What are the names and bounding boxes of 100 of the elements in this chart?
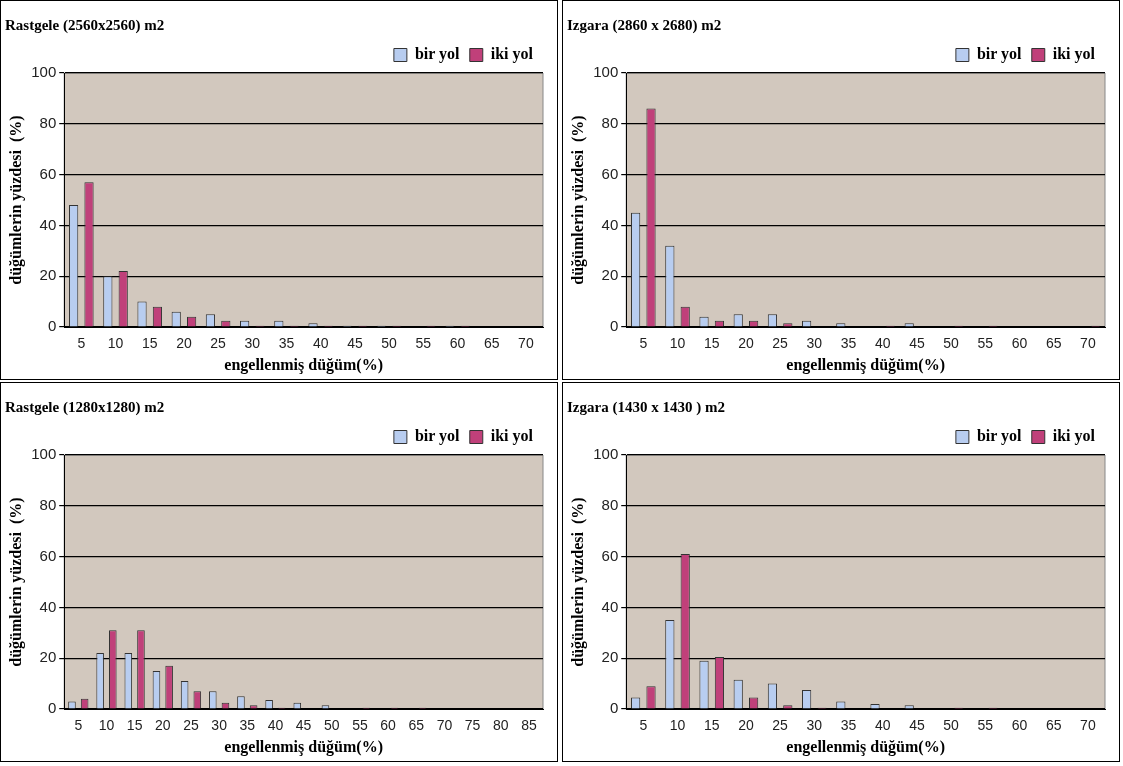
y-tick-label: 0 <box>47 317 57 335</box>
x-axis-title: engellenmiş düğüm(%) <box>786 355 945 374</box>
x-tick-label: 15 <box>126 717 143 734</box>
x-tick-label: 60 <box>449 335 466 352</box>
x-tick-label: 65 <box>1045 335 1062 352</box>
x-tick-label: 55 <box>977 717 994 734</box>
legend-label: iki yol <box>1052 45 1096 64</box>
x-tick-label: 10 <box>669 717 686 734</box>
legend-label: iki yol <box>490 427 534 446</box>
y-tick-label: 80 <box>39 495 57 513</box>
y-tick-label: 60 <box>601 546 619 564</box>
x-tick-label: 5 <box>639 335 648 352</box>
chart-title: Izgara (2860 x 2680) m2 <box>567 16 722 34</box>
x-axis-title: engellenmiş düğüm(%) <box>224 737 383 756</box>
x-tick-label: 45 <box>909 335 925 352</box>
x-tick-label: 75 <box>464 717 481 734</box>
y-tick-label: 100 <box>593 445 619 463</box>
x-axis-title: engellenmiş düğüm(%) <box>224 355 383 374</box>
y-axis-title: düğümlerin yüzdesi (%) <box>6 497 25 667</box>
x-tick-label: 60 <box>1011 335 1028 352</box>
y-tick-label: 0 <box>609 699 619 717</box>
x-tick-label: 50 <box>943 717 960 734</box>
x-tick-label: 30 <box>806 717 823 734</box>
x-tick-label: 35 <box>840 335 857 352</box>
chart-title: Rastgele (2560x2560) m2 <box>5 16 165 34</box>
y-tick-label: 0 <box>47 699 57 717</box>
y-tick-label: 20 <box>601 266 619 284</box>
x-axis-title: engellenmiş düğüm(%) <box>786 737 945 756</box>
x-tick-label: 55 <box>415 335 432 352</box>
x-tick-label: 10 <box>98 717 115 734</box>
x-tick-label: 35 <box>239 717 256 734</box>
x-tick-label: 5 <box>74 717 83 734</box>
x-tick-label: 20 <box>738 335 754 352</box>
x-tick-label: 80 <box>492 717 509 734</box>
x-tick-label: 65 <box>483 335 500 352</box>
y-axis-title: düğümlerin yüzdesi (%) <box>6 115 25 285</box>
y-tick-label: 100 <box>593 63 619 81</box>
x-tick-label: 15 <box>703 335 720 352</box>
x-tick-label: 30 <box>244 335 261 352</box>
x-tick-label: 10 <box>107 335 124 352</box>
x-tick-label: 25 <box>772 717 789 734</box>
x-tick-label: 65 <box>408 717 425 734</box>
legend-label: bir yol <box>976 427 1023 446</box>
x-tick-label: 35 <box>278 335 295 352</box>
x-tick-label: 25 <box>183 717 199 734</box>
x-tick-label: 15 <box>703 717 720 734</box>
x-tick-label: 20 <box>738 717 754 734</box>
x-tick-label: 45 <box>347 335 363 352</box>
x-tick-label: 60 <box>1011 717 1028 734</box>
x-tick-label: 70 <box>436 717 453 734</box>
y-tick-label: 60 <box>39 546 57 564</box>
y-tick-label: 40 <box>601 597 619 615</box>
y-tick-label: 100 <box>31 63 57 81</box>
y-tick-label: 40 <box>39 215 57 233</box>
x-tick-label: 30 <box>806 335 823 352</box>
x-tick-label: 5 <box>639 717 648 734</box>
y-tick-label: 20 <box>39 266 57 284</box>
y-tick-label: 80 <box>601 495 619 513</box>
x-tick-label: 55 <box>352 717 368 734</box>
x-tick-label: 70 <box>1080 717 1096 734</box>
x-tick-label: 50 <box>323 717 340 734</box>
x-tick-label: 50 <box>943 335 960 352</box>
x-tick-label: 45 <box>295 717 312 734</box>
legend-label: bir yol <box>414 45 461 64</box>
x-tick-label: 40 <box>874 335 891 352</box>
x-tick-label: 70 <box>1080 335 1096 352</box>
y-tick-label: 80 <box>601 113 619 131</box>
x-tick-label: 20 <box>176 335 192 352</box>
x-tick-label: 40 <box>874 717 891 734</box>
x-tick-label: 15 <box>141 335 158 352</box>
x-tick-label: 85 <box>521 717 537 734</box>
y-tick-label: 20 <box>39 648 57 666</box>
x-tick-label: 20 <box>155 717 171 734</box>
chart-title: Izgara (1430 x 1430 ) m2 <box>567 398 725 416</box>
x-tick-label: 25 <box>210 335 227 352</box>
chart-title: Rastgele (1280x1280) m2 <box>5 398 165 416</box>
x-tick-label: 55 <box>977 335 994 352</box>
x-tick-label: 35 <box>840 717 857 734</box>
y-tick-label: 60 <box>601 164 619 182</box>
x-tick-label: 60 <box>380 717 397 734</box>
y-tick-label: 80 <box>39 113 57 131</box>
x-tick-label: 30 <box>211 717 228 734</box>
x-tick-label: 5 <box>77 335 86 352</box>
y-axis-title: düğümlerin yüzdesi (%) <box>568 115 587 285</box>
y-tick-label: 60 <box>39 164 57 182</box>
x-tick-label: 40 <box>267 717 284 734</box>
y-tick-label: 0 <box>609 317 619 335</box>
x-tick-label: 65 <box>1045 717 1062 734</box>
y-axis-title: düğümlerin yüzdesi (%) <box>568 497 587 667</box>
x-tick-label: 10 <box>669 335 686 352</box>
x-tick-label: 50 <box>381 335 398 352</box>
y-tick-label: 40 <box>601 215 619 233</box>
legend-label: iki yol <box>1052 427 1096 446</box>
y-tick-label: 100 <box>31 445 57 463</box>
y-tick-label: 20 <box>601 648 619 666</box>
y-tick-label: 40 <box>39 597 57 615</box>
legend-label: bir yol <box>976 45 1023 64</box>
x-tick-label: 45 <box>909 717 925 734</box>
x-tick-label: 40 <box>312 335 329 352</box>
legend-label: iki yol <box>490 45 534 64</box>
